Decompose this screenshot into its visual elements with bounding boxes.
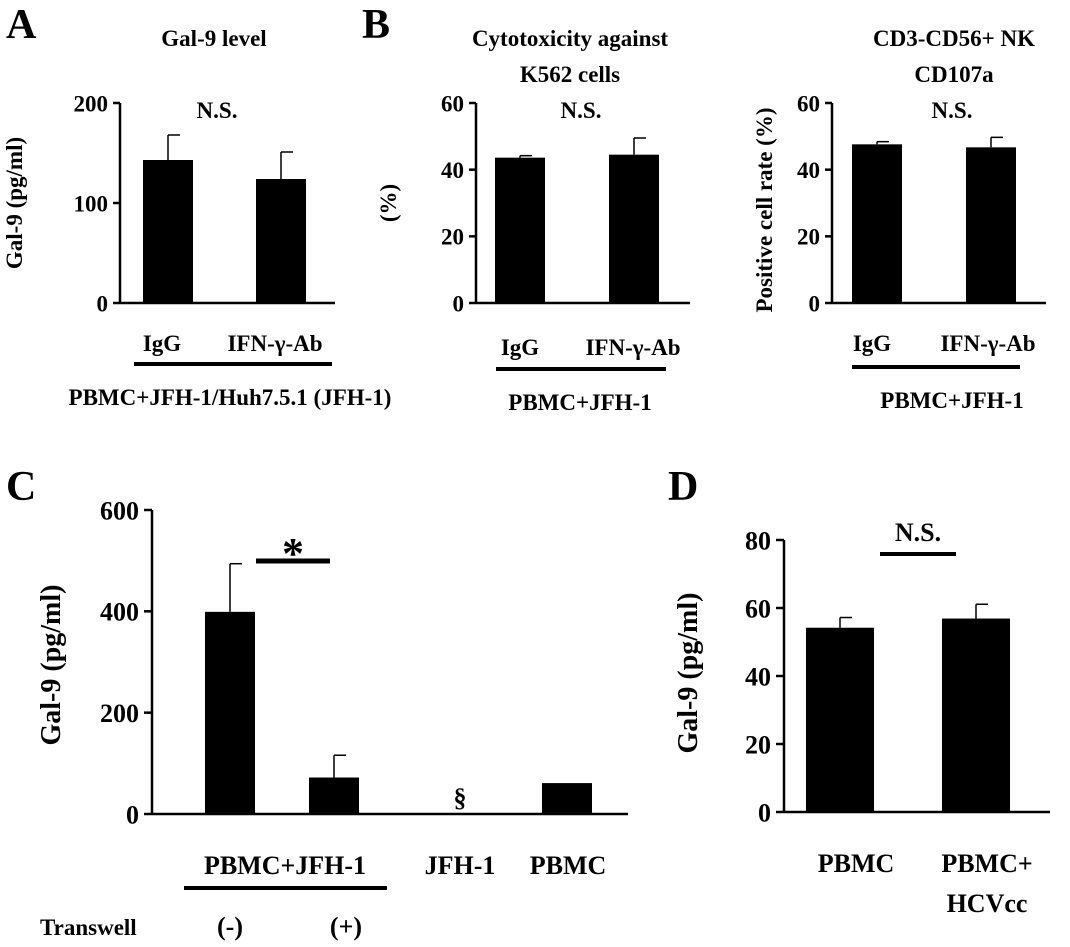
chart-b-title-line-2: K562 cells <box>520 62 620 87</box>
panel-label-d: D <box>668 464 698 510</box>
chart-nk-axes: 0 20 40 60 <box>797 91 1046 316</box>
y-tick-label: 40 <box>745 662 771 691</box>
chart-b-bars <box>495 137 659 303</box>
chart-c-row-label: Transwell <box>40 915 137 940</box>
y-tick-label: 200 <box>100 699 139 728</box>
bar <box>542 783 592 814</box>
panel-label-c: C <box>6 464 36 510</box>
chart-nk-annotation-ns: N.S. <box>932 98 973 123</box>
chart-b-tick-label: IgG <box>501 335 539 360</box>
chart-b-annotation-ns: N.S. <box>561 98 602 123</box>
chart-d-ylabel: Gal-9 (pg/ml) <box>673 593 704 754</box>
chart-nk-group-label: PBMC+JFH-1 <box>880 388 1023 413</box>
panel-label-a: A <box>6 2 37 48</box>
chart-c-tick-label: (+) <box>330 912 362 941</box>
chart-a-bars <box>143 134 306 303</box>
chart-d-axes: 0 20 40 60 80 <box>745 526 1050 827</box>
chart-d-annotation-ns: N.S. <box>895 518 941 547</box>
y-tick-label: 600 <box>100 496 139 525</box>
bar <box>942 618 1010 812</box>
y-tick-label: 40 <box>441 158 464 183</box>
chart-c-tick-label: JFH-1 <box>425 851 496 880</box>
chart-a-annotation-ns: N.S. <box>197 98 238 123</box>
chart-panel-nk: CD3-CD56+ NK CD107a Positive cell rate (… <box>752 26 1046 413</box>
panel-label-b: B <box>362 2 390 48</box>
y-tick-label: 0 <box>758 798 771 827</box>
chart-a-group-label: PBMC+JFH-1/Huh7.5.1 (JFH-1) <box>69 385 392 410</box>
chart-c-ylabel: Gal-9 (pg/ml) <box>36 585 67 746</box>
chart-nk-bars <box>852 136 1016 303</box>
y-tick-label: 20 <box>745 730 771 759</box>
y-tick-label: 0 <box>126 800 139 829</box>
chart-a-tick-label: IFN-γ-Ab <box>227 331 322 356</box>
chart-panel-b: Cytotoxicity against K562 cells (%) 0 20 4… <box>376 26 690 415</box>
chart-nk-title-line-1: CD3-CD56+ NK <box>873 26 1035 51</box>
y-tick-label: 200 <box>74 91 109 116</box>
y-tick-label: 20 <box>797 225 820 250</box>
bar <box>852 144 902 303</box>
bar <box>205 611 255 814</box>
chart-d-tick-label: PBMC <box>818 849 895 878</box>
y-tick-label: 0 <box>809 291 821 316</box>
y-tick-label: 400 <box>100 598 139 627</box>
bar <box>966 147 1016 303</box>
bar <box>256 179 306 303</box>
chart-nk-ylabel: Positive cell rate (%) <box>752 108 777 313</box>
chart-b-ylabel: (%) <box>376 184 401 222</box>
chart-c-group-label: PBMC+JFH-1 <box>204 851 366 880</box>
chart-panel-a: Gal-9 level Gal-9 (pg/ml) 0 100 200 N.S. I… <box>2 26 391 410</box>
chart-nk-title-line-2: CD107a <box>914 62 994 87</box>
bar <box>495 157 545 303</box>
chart-nk-tick-label: IFN-γ-Ab <box>940 331 1035 356</box>
chart-b-group-label: PBMC+JFH-1 <box>508 390 651 415</box>
bar <box>143 160 193 303</box>
y-tick-label: 0 <box>453 291 465 316</box>
chart-a-title: Gal-9 level <box>161 26 266 51</box>
bar <box>609 154 659 303</box>
chart-nk-tick-label: IgG <box>853 331 891 356</box>
chart-a-ylabel: Gal-9 (pg/ml) <box>2 137 27 269</box>
chart-c-axes: 0 200 400 600 <box>100 496 628 829</box>
bar <box>309 777 359 814</box>
bar <box>806 627 874 812</box>
y-tick-label: 0 <box>97 291 109 316</box>
chart-c-tick-label: PBMC <box>530 851 607 880</box>
chart-b-tick-label: IFN-γ-Ab <box>585 335 680 360</box>
y-tick-label: 60 <box>441 91 464 116</box>
chart-c-annotation-star: * <box>282 529 304 578</box>
y-tick-label: 60 <box>797 91 820 116</box>
chart-d-tick-label: HCVcc <box>947 889 1028 918</box>
y-tick-label: 60 <box>745 594 771 623</box>
y-tick-label: 100 <box>74 191 109 216</box>
chart-a-tick-label: IgG <box>143 331 181 356</box>
y-tick-label: 40 <box>797 158 820 183</box>
chart-b-title-line-1: Cytotoxicity against <box>472 26 668 51</box>
chart-c-bars <box>205 562 592 814</box>
chart-d-bars <box>806 603 1010 812</box>
y-tick-label: 20 <box>441 225 464 250</box>
chart-d-tick-label: PBMC+ <box>941 849 1032 878</box>
chart-c-tick-label: (-) <box>217 912 243 941</box>
chart-c-annotation-section: § <box>454 783 467 812</box>
y-tick-label: 80 <box>745 526 771 555</box>
